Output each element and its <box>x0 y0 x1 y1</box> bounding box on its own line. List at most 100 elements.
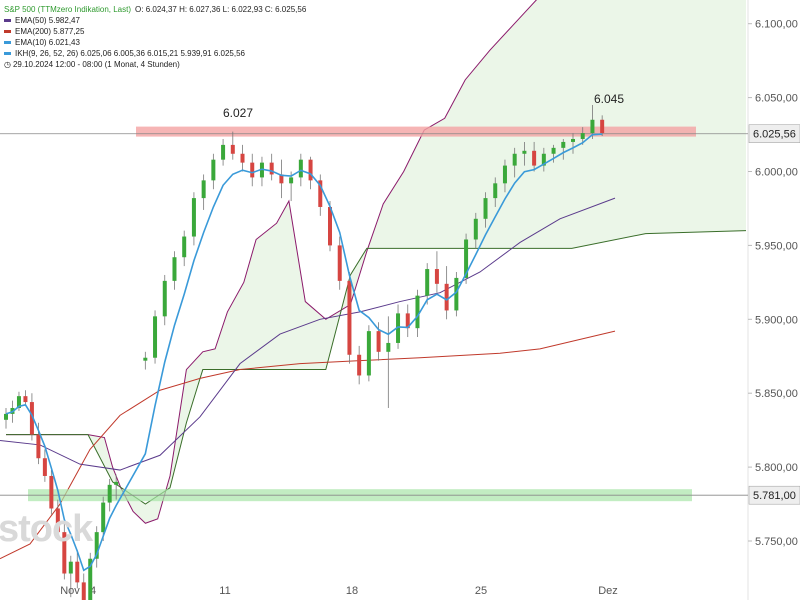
y-tick-label: 5.800,00 <box>755 462 798 474</box>
candle-body <box>308 159 313 181</box>
legend-item-ema200[interactable]: EMA(200) 5.877,25 <box>4 26 306 37</box>
candle-body <box>376 331 381 352</box>
legend-ikh-label: IKH(9, 26, 52, 26) <box>15 49 79 58</box>
candle-body <box>221 144 226 160</box>
x-tick-label: Dez <box>598 585 618 597</box>
legend-ema50-value: 5.982,47 <box>48 16 80 25</box>
candle-body <box>240 153 245 163</box>
candle-body <box>532 150 537 166</box>
candle-body <box>182 236 187 258</box>
candle-body <box>464 239 469 278</box>
candle-body <box>4 413 8 420</box>
ema10-swatch <box>4 41 11 44</box>
candle-body <box>191 198 196 237</box>
candle-body <box>211 159 216 181</box>
candle-body <box>444 283 449 311</box>
candle-body <box>337 245 342 281</box>
candle-body <box>366 331 371 376</box>
legend-item-ikh[interactable]: IKH(9, 26, 52, 26) 6.025,06 6.005,36 6.0… <box>4 48 306 59</box>
ema200-swatch <box>4 30 11 33</box>
candle-body <box>318 180 323 207</box>
y-tick-label: 5.850,00 <box>755 388 798 400</box>
legend-ema200-value: 5.877,25 <box>53 27 85 36</box>
candle-body <box>454 277 459 311</box>
candle-body <box>483 198 488 219</box>
candle-body <box>396 313 401 343</box>
candle-body <box>94 532 99 559</box>
support-label: 5.781,00 <box>753 490 796 502</box>
candle-body <box>230 144 235 154</box>
y-tick-label: 5.750,00 <box>755 536 798 548</box>
ema10-line <box>5 133 603 572</box>
legend-ema10-label: EMA(10) <box>15 38 47 47</box>
candle-body <box>415 295 420 329</box>
candle-body <box>68 561 73 574</box>
ema50-line <box>0 197 616 471</box>
senkou-span-a <box>6 0 537 524</box>
legend-item-ema10[interactable]: EMA(10) 6.021,43 <box>4 37 306 48</box>
candle-body <box>114 481 119 485</box>
candle-body <box>298 159 303 178</box>
timeframe-text: 29.10.2024 12:00 - 08:00 (1 Monat, 4 Stu… <box>12 60 180 69</box>
x-tick-label: 25 <box>475 585 487 597</box>
legend: S&P 500 (TTMzero Indikation, Last) O: 6.… <box>4 4 306 70</box>
candle-body <box>62 532 67 574</box>
candle-body <box>162 280 167 317</box>
ichimoku-cloud <box>6 0 746 524</box>
y-tick-label: 6.050,00 <box>755 93 798 105</box>
candle-body <box>81 582 86 600</box>
y-tick-label: 6.100,00 <box>755 19 798 31</box>
candle-body <box>279 174 284 184</box>
candle-body <box>434 269 439 284</box>
ohlc-readout: O: 6.024,37 H: 6.027,36 L: 6.022,93 C: 6… <box>135 5 307 14</box>
candle-body <box>522 150 527 154</box>
candle-body <box>75 561 80 583</box>
candle-body <box>23 396 28 403</box>
legend-ema200-label: EMA(200) <box>15 27 52 36</box>
candle-body <box>55 508 60 533</box>
chart-title: S&P 500 (TTMzero Indikation, Last) <box>4 5 132 14</box>
legend-ikh-value: 6.025,06 6.005,36 6.015,21 5.939,91 6.02… <box>80 49 245 58</box>
candle-body <box>590 119 595 134</box>
legend-ema50-label: EMA(50) <box>15 16 47 25</box>
candle-body <box>502 165 507 184</box>
candle-body <box>512 153 517 166</box>
candle-body <box>36 434 41 459</box>
support-label-box <box>748 485 800 505</box>
x-tick-label: 4 <box>90 585 96 597</box>
legend-item-ema50[interactable]: EMA(50) 5.982,47 <box>4 15 306 26</box>
candle-body <box>580 133 585 139</box>
candle-body <box>541 153 546 166</box>
candle-body <box>16 396 21 408</box>
peak-annotation-2: 6.045 <box>594 92 624 106</box>
candle-body <box>250 162 255 178</box>
resistance-zone <box>136 126 696 137</box>
candle-body <box>386 342 391 352</box>
candle-body <box>88 558 93 600</box>
candle-body <box>153 316 158 358</box>
candle-body <box>571 138 575 142</box>
candle-body <box>143 357 148 361</box>
legend-title-row: S&P 500 (TTMzero Indikation, Last) O: 6.… <box>4 4 306 15</box>
x-tick-label: Nov <box>60 585 80 597</box>
candle-body <box>328 206 332 246</box>
candle-body <box>561 141 566 148</box>
candle-body <box>473 218 478 240</box>
candle-body <box>269 162 274 175</box>
candle-body <box>29 402 34 435</box>
y-tick-label: 5.900,00 <box>755 314 798 326</box>
timeframe-row: ◷ 29.10.2024 12:00 - 08:00 (1 Monat, 4 S… <box>4 59 306 70</box>
candle-body <box>49 475 54 509</box>
y-tick-label: 5.950,00 <box>755 240 798 252</box>
candle-body <box>42 458 47 476</box>
candle-body <box>600 119 605 134</box>
peak-annotation-1: 6.027 <box>223 106 253 120</box>
candle-body <box>201 180 206 199</box>
candle-body <box>425 269 430 296</box>
candle-body <box>289 177 294 184</box>
candle-body <box>107 484 112 503</box>
candle-body <box>172 257 177 281</box>
candle-body <box>347 280 352 355</box>
